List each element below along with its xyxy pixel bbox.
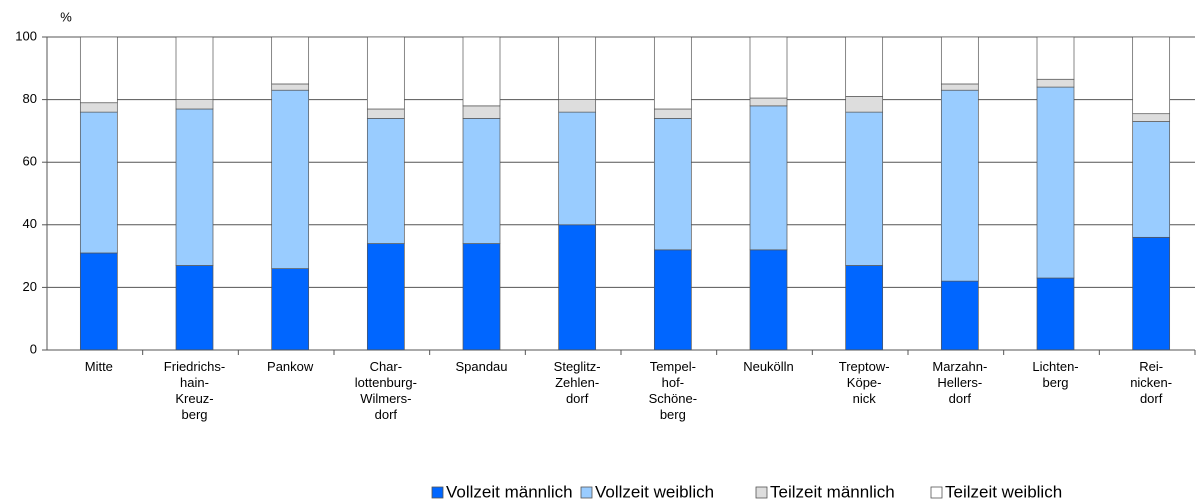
x-tick-label: Neukölln (743, 359, 794, 374)
bar-segment (1036, 36, 1075, 80)
bar-segment (175, 265, 214, 351)
bar-segment (1132, 121, 1171, 238)
bar-segment (558, 111, 597, 226)
bar-segment (558, 99, 597, 113)
bar-segment (1132, 36, 1171, 115)
legend-swatch (930, 486, 943, 499)
bar-segment (845, 36, 884, 97)
bar-segment (653, 108, 692, 119)
x-tick-label: Treptow- Köpe- nick (838, 359, 890, 406)
bar-segment (940, 83, 979, 91)
bar-segment (749, 105, 788, 251)
legend-label: Teilzeit männlich (770, 482, 895, 501)
bar-segment (79, 102, 118, 113)
x-tick-label: Lichten- berg (1032, 359, 1079, 390)
bar-segment (940, 280, 979, 351)
x-tick-label: Spandau (455, 359, 508, 374)
bar-segment (1132, 113, 1171, 122)
bar-segment (653, 118, 692, 251)
bar-segment (462, 243, 501, 351)
bar-segment (79, 36, 118, 104)
x-tick-label: Steglitz- Zehlen- dorf (553, 359, 601, 406)
legend-label: Vollzeit weiblich (595, 482, 714, 501)
legend-swatch (431, 486, 444, 499)
x-tick-label: Pankow (267, 359, 314, 374)
y-tick-label: 60 (23, 154, 37, 169)
bar-segment (271, 36, 310, 85)
bar-segment (366, 36, 405, 110)
bar-segment (749, 249, 788, 351)
bar-segment (462, 118, 501, 244)
bar-segment (653, 36, 692, 110)
legend-swatch (755, 486, 768, 499)
bar-segment (558, 36, 597, 100)
y-tick-label: 80 (23, 91, 37, 106)
bar-segment (271, 89, 310, 269)
bar-segment (845, 96, 884, 113)
x-tick-label: Mitte (84, 359, 113, 374)
bar-segment (79, 252, 118, 351)
bar-segment (845, 111, 884, 266)
bar-segment (175, 36, 214, 100)
bar-segment (940, 36, 979, 85)
y-axis-label: % (60, 9, 72, 24)
bar-segment (366, 243, 405, 351)
x-tick-label: Marzahn- Hellers- dorf (932, 359, 988, 406)
bar-segment (940, 89, 979, 282)
bar-segment (558, 224, 597, 351)
y-tick-label: 20 (23, 279, 37, 294)
legend-label: Teilzeit weiblich (945, 482, 1062, 501)
bar-segment (845, 265, 884, 351)
bar-segment (1036, 86, 1075, 279)
bar-segment (366, 118, 405, 244)
bar-segment (462, 105, 501, 119)
bar-segment (749, 36, 788, 99)
y-tick-label: 100 (15, 28, 37, 43)
bar-segment (653, 249, 692, 351)
x-tick-label: Friedrichs- hain- Kreuz- berg (163, 359, 226, 422)
bar-segment (175, 99, 214, 110)
x-tick-label: Rei- nicken- dorf (1130, 359, 1173, 406)
bar-segment (462, 36, 501, 107)
bar-segment (79, 111, 118, 254)
bar-segment (1036, 78, 1075, 88)
legend-swatch (580, 486, 593, 499)
bar-segment (1132, 236, 1171, 351)
bar-segment (366, 108, 405, 119)
x-tick-label: Char- lottenburg- Wilmers- dorf (354, 359, 417, 422)
legend-label: Vollzeit männlich (446, 482, 573, 501)
bar-segment (271, 268, 310, 351)
bar-segment (175, 108, 214, 266)
bar-segment (271, 83, 310, 91)
bar-segment (749, 97, 788, 107)
bar-segment (1036, 277, 1075, 351)
y-tick-label: 40 (23, 216, 37, 231)
x-tick-label: Tempel- hof- Schöne- berg (648, 359, 698, 422)
y-tick-label: 0 (30, 341, 37, 356)
